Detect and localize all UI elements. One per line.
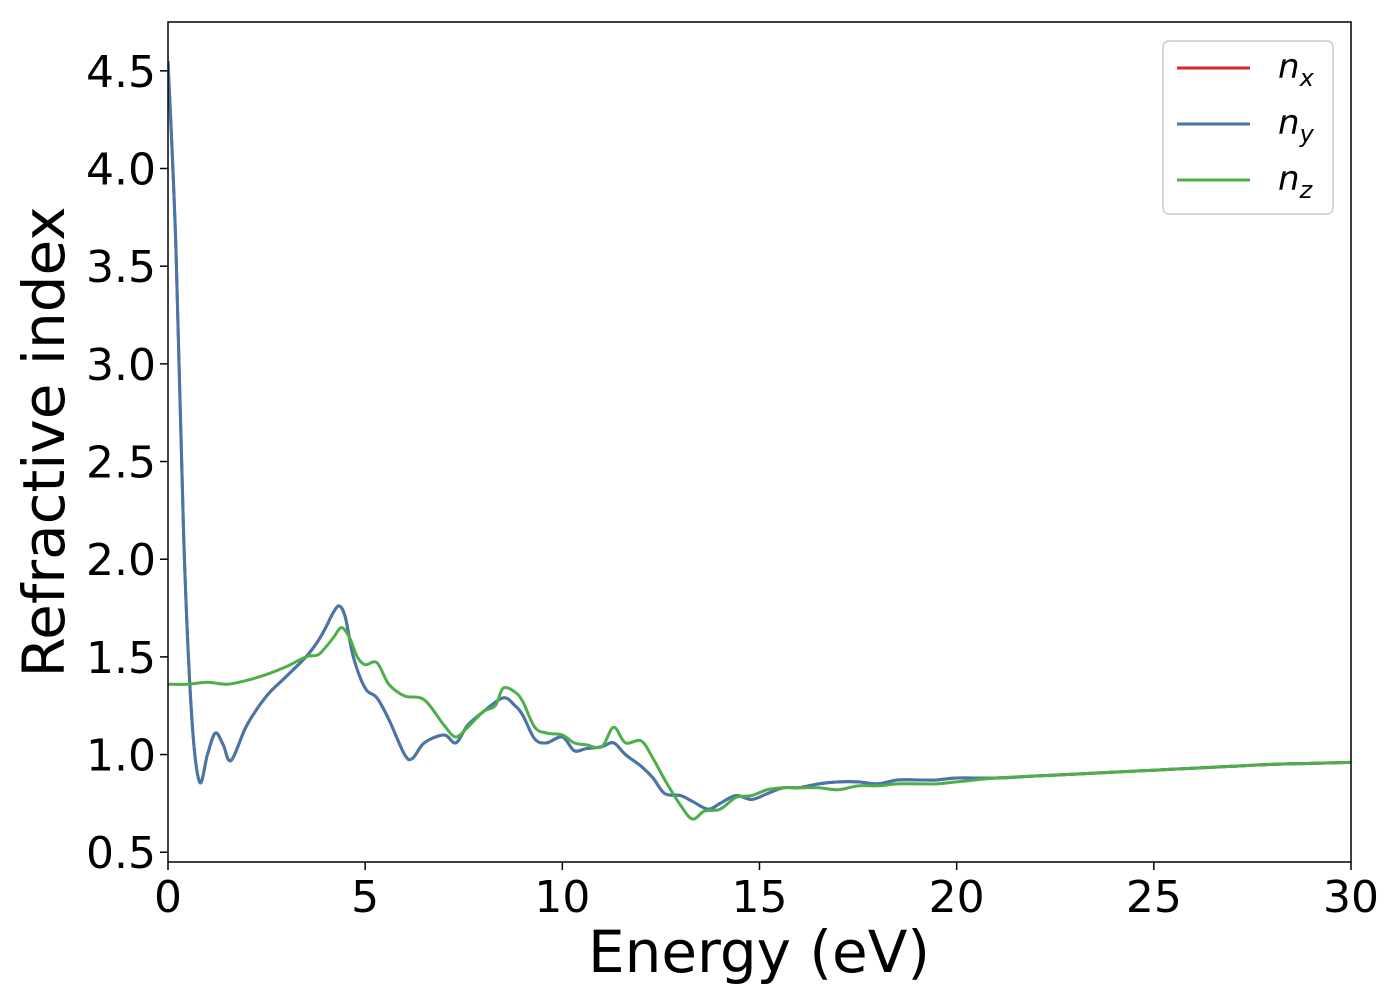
x-axis-label: Energy (eV) xyxy=(588,918,930,986)
y-tick-label: 2.5 xyxy=(86,438,156,489)
series-lines xyxy=(168,61,1351,821)
legend-box xyxy=(1162,40,1334,215)
x-tick-label: 25 xyxy=(1126,872,1182,923)
legend-label-z: nz xyxy=(1278,159,1314,204)
x-tick-label: 0 xyxy=(154,872,182,923)
y-tick-label: 0.5 xyxy=(86,828,156,879)
y-tick-label: 3.0 xyxy=(86,340,156,391)
y-tick-label: 3.5 xyxy=(86,242,156,293)
legend: nx ny nz xyxy=(1162,40,1334,215)
legend-label-x: nx xyxy=(1278,47,1315,92)
x-axis: 0 5 10 15 20 25 30 xyxy=(154,862,1379,923)
y-tick-label: 4.0 xyxy=(86,145,156,196)
x-tick-label: 5 xyxy=(351,872,379,923)
x-tick-label: 15 xyxy=(732,872,788,923)
y-axis-label: Refractive index xyxy=(10,206,78,677)
y-axis: 0.5 1.0 1.5 2.0 2.5 3.0 3.5 4.0 4.5 xyxy=(86,47,168,879)
series-line-z xyxy=(168,626,1351,821)
x-tick-label: 10 xyxy=(534,872,590,923)
legend-label-y: ny xyxy=(1278,103,1315,148)
y-tick-label: 4.5 xyxy=(86,47,156,98)
y-tick-label: 2.0 xyxy=(86,535,156,586)
y-tick-label: 1.0 xyxy=(86,731,156,782)
series-line-y xyxy=(168,61,1351,811)
x-tick-label: 20 xyxy=(929,872,985,923)
x-tick-label: 30 xyxy=(1323,872,1379,923)
y-tick-label: 1.5 xyxy=(86,633,156,684)
